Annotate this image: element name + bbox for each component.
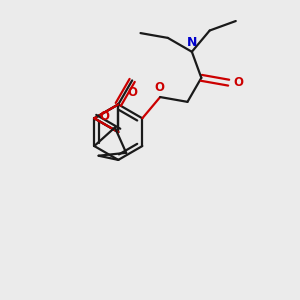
Text: O: O — [154, 81, 164, 94]
Text: O: O — [127, 86, 137, 99]
Text: O: O — [99, 110, 109, 123]
Text: O: O — [234, 76, 244, 89]
Text: N: N — [187, 36, 197, 49]
